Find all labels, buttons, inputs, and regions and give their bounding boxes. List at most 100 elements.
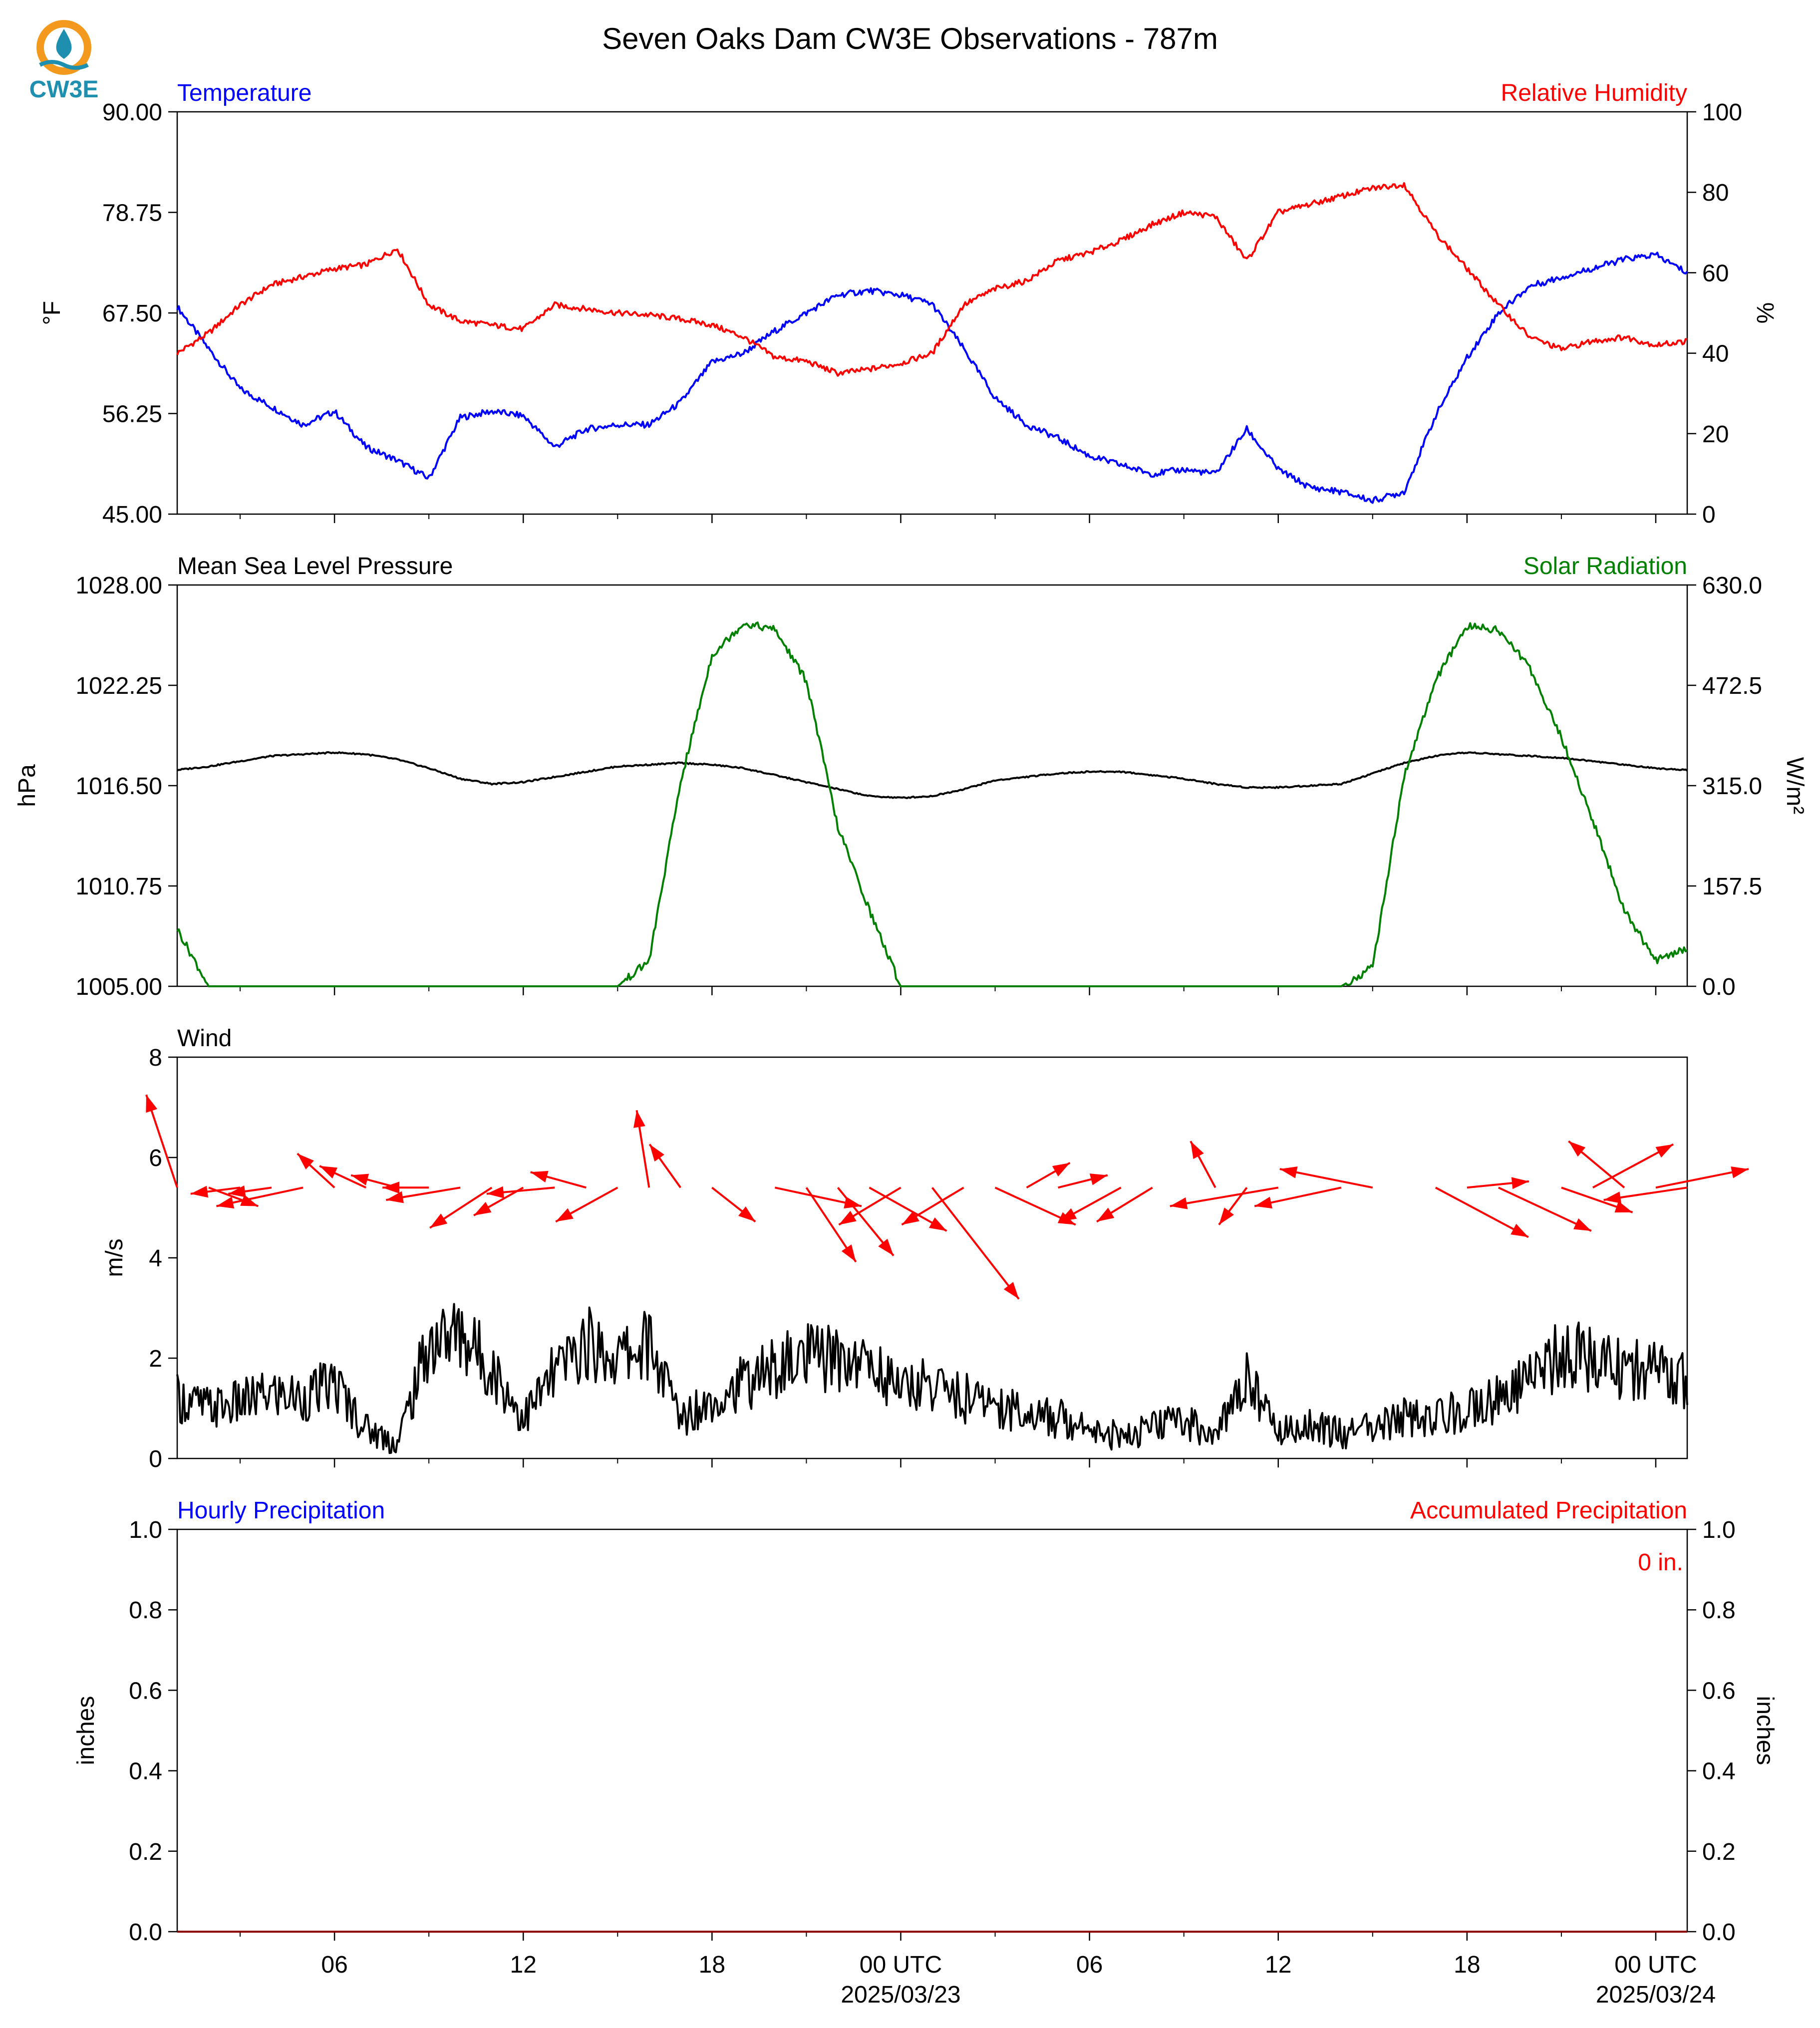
y-right-axis-title: W/m² bbox=[1782, 757, 1808, 815]
y-left-tick-label: 4 bbox=[149, 1245, 162, 1272]
y-right-tick-label: 630.0 bbox=[1702, 573, 1762, 599]
y-left-tick-label: 2 bbox=[149, 1346, 162, 1372]
wind-vector-arrowhead bbox=[1003, 1282, 1019, 1299]
y-right-tick-label: 0.0 bbox=[1702, 974, 1736, 1000]
wind-vector-arrowhead bbox=[902, 1210, 919, 1225]
series-line-wind-speed bbox=[176, 1303, 1688, 1454]
wind-vector-arrow bbox=[1170, 1186, 1279, 1207]
wind-vector-arrowhead bbox=[1279, 1166, 1298, 1178]
y-right-tick-label: 60 bbox=[1702, 260, 1729, 287]
panel-right-label: Accumulated Precipitation bbox=[1410, 1497, 1687, 1524]
y-right-tick-label: 0.6 bbox=[1702, 1678, 1736, 1704]
y-left-tick-label: 67.50 bbox=[102, 300, 162, 327]
panel-left-label: Temperature bbox=[177, 80, 311, 106]
y-left-axis-title: hPa bbox=[14, 764, 40, 807]
series-line-temperature bbox=[176, 252, 1688, 504]
y-left-tick-label: 1005.00 bbox=[75, 974, 162, 1000]
panel-right-label: Solar Radiation bbox=[1523, 553, 1687, 579]
y-left-tick-label: 1.0 bbox=[129, 1517, 162, 1543]
y-right-tick-label: 100 bbox=[1702, 99, 1742, 126]
wind-vector-arrowhead bbox=[386, 1191, 404, 1203]
y-left-tick-label: 78.75 bbox=[102, 200, 162, 227]
x-date-label: 2025/03/24 bbox=[1596, 1982, 1716, 2008]
y-left-tick-label: 0.6 bbox=[129, 1678, 162, 1704]
wind-vector-arrowhead bbox=[530, 1170, 549, 1182]
y-right-tick-label: 157.5 bbox=[1702, 873, 1762, 900]
y-left-tick-label: 8 bbox=[149, 1045, 162, 1071]
panel-left-label: Wind bbox=[177, 1025, 232, 1052]
wind-vector-arrowhead bbox=[1573, 1218, 1591, 1231]
plot-layer: Temperature Relative Humidity45.0056.2567… bbox=[14, 80, 1808, 2008]
y-left-tick-label: 45.00 bbox=[102, 502, 162, 528]
y-left-tick-label: 0.2 bbox=[129, 1839, 162, 1865]
y-right-axis-title: inches bbox=[1752, 1696, 1778, 1765]
y-left-tick-label: 6 bbox=[149, 1145, 162, 1171]
x-tick-label: 12 bbox=[1265, 1952, 1291, 1978]
wind-vector-arrowhead bbox=[738, 1206, 756, 1222]
wind-vector-arrowhead bbox=[1170, 1197, 1188, 1209]
wind-vector-arrowhead bbox=[216, 1196, 235, 1209]
x-tick-label: 18 bbox=[699, 1952, 725, 1978]
wind-vector-arrowhead bbox=[633, 1110, 645, 1128]
panel-precipitation: Hourly Precipitation Accumulated Precipit… bbox=[73, 1497, 1778, 2008]
cw3e-logo: CW3E bbox=[29, 20, 99, 103]
y-left-tick-label: 90.00 bbox=[102, 99, 162, 126]
y-right-tick-label: 0 bbox=[1702, 502, 1716, 528]
wind-vector-arrow bbox=[931, 1187, 1020, 1300]
y-left-tick-label: 0.4 bbox=[129, 1758, 162, 1785]
wind-vector-arrowhead bbox=[1511, 1223, 1528, 1237]
x-tick-label: 12 bbox=[510, 1952, 537, 1978]
wind-vector-arrowhead bbox=[351, 1173, 369, 1185]
wind-vector-arrowhead bbox=[1254, 1196, 1272, 1209]
logo-wave-icon bbox=[39, 60, 89, 70]
wind-vector-arrowhead bbox=[839, 1210, 857, 1225]
chart-title: Seven Oaks Dam CW3E Observations - 787m bbox=[602, 22, 1218, 55]
panel-wind: Wind 0 2 4 6 8 m/s bbox=[101, 1025, 1749, 1472]
wind-vector-arrowhead bbox=[1655, 1144, 1674, 1158]
logo-text: CW3E bbox=[29, 76, 99, 103]
wind-vector-arrow bbox=[1498, 1186, 1592, 1232]
wind-vector-arrowhead bbox=[649, 1144, 664, 1162]
panel-temperature_humidity: Temperature Relative Humidity 45.00 56.25 67… bbox=[39, 80, 1778, 528]
y-right-tick-label: 40 bbox=[1702, 341, 1729, 367]
wind-vector-arrowhead bbox=[1603, 1191, 1621, 1203]
wind-vector-arrowhead bbox=[1089, 1173, 1108, 1185]
wind-vector-arrowhead bbox=[1052, 1162, 1070, 1176]
y-left-tick-label: 1016.50 bbox=[75, 773, 162, 800]
x-tick-label: 00 UTC bbox=[1614, 1952, 1697, 1978]
x-tick-label: 06 bbox=[321, 1952, 347, 1978]
y-right-tick-label: 0.0 bbox=[1702, 1919, 1736, 1946]
series-line-mean-sea-level-pressure bbox=[177, 751, 1688, 799]
wind-vector-arrowhead bbox=[841, 1244, 856, 1262]
x-tick-label: 06 bbox=[1076, 1952, 1103, 1978]
wind-vector-arrowhead bbox=[1059, 1208, 1077, 1222]
y-right-tick-label: 472.5 bbox=[1702, 673, 1762, 699]
wind-vector-arrowhead bbox=[319, 1165, 338, 1179]
y-right-axis-title: % bbox=[1752, 302, 1778, 324]
wind-vector-arrowhead bbox=[297, 1154, 314, 1169]
wind-vector-arrowhead bbox=[1097, 1207, 1115, 1222]
panel-left-label: Mean Sea Level Pressure bbox=[177, 553, 453, 579]
series-line-relative-humidity bbox=[176, 182, 1688, 377]
y-left-tick-label: 0.0 bbox=[129, 1919, 162, 1946]
y-left-tick-label: 0 bbox=[149, 1446, 162, 1472]
accumulated-precip-value: 0 in. bbox=[1638, 1549, 1683, 1576]
y-left-axis-title: inches bbox=[73, 1696, 99, 1765]
y-right-tick-label: 315.0 bbox=[1702, 773, 1762, 800]
wind-vector-arrowhead bbox=[382, 1181, 400, 1194]
y-left-tick-label: 0.8 bbox=[129, 1597, 162, 1624]
wind-vector-arrowhead bbox=[1614, 1201, 1633, 1213]
wind-vector-arrowhead bbox=[1511, 1177, 1529, 1189]
wind-vector-arrowhead bbox=[430, 1213, 448, 1228]
wind-vector-arrowhead bbox=[474, 1201, 492, 1216]
wind-vector-arrow bbox=[1435, 1186, 1529, 1238]
wind-vector-arrowhead bbox=[556, 1208, 574, 1222]
y-right-tick-label: 0.8 bbox=[1702, 1597, 1736, 1624]
panel-right-label: Relative Humidity bbox=[1501, 80, 1687, 106]
wind-vectors bbox=[145, 1094, 1749, 1300]
x-tick-label: 00 UTC bbox=[860, 1952, 942, 1978]
wind-vector-arrowhead bbox=[240, 1194, 259, 1206]
wind-vector-arrowhead bbox=[1191, 1141, 1204, 1159]
